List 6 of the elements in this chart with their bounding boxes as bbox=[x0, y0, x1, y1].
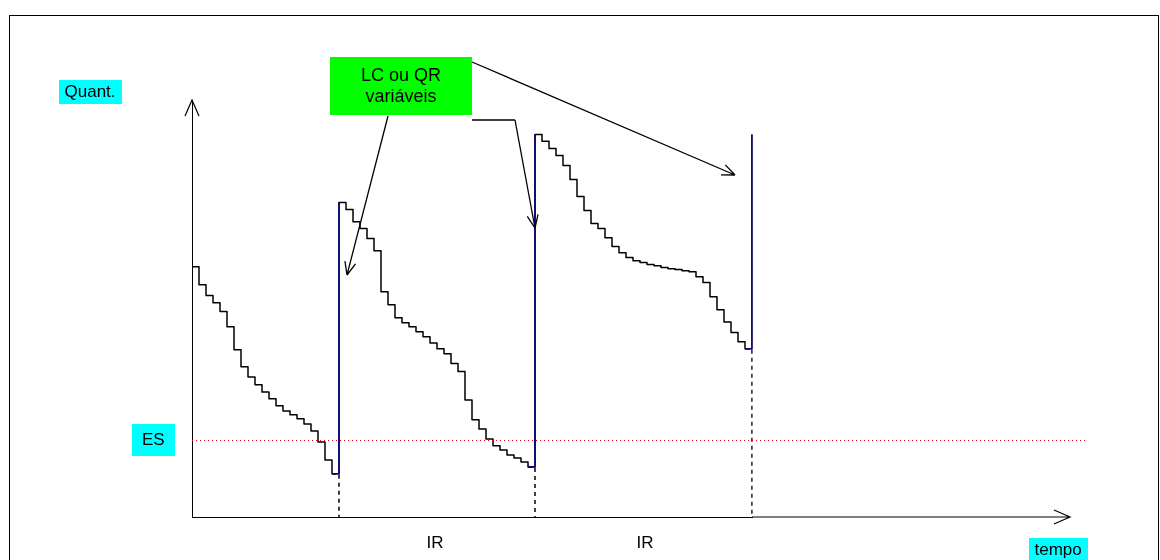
text: IR bbox=[426, 533, 444, 553]
text: Quant. bbox=[58, 80, 122, 104]
text: IR bbox=[636, 533, 654, 553]
ref-line-label: ES bbox=[132, 424, 175, 457]
text: tempo bbox=[1028, 538, 1088, 560]
text: LC ou QR variáveis bbox=[330, 57, 472, 115]
